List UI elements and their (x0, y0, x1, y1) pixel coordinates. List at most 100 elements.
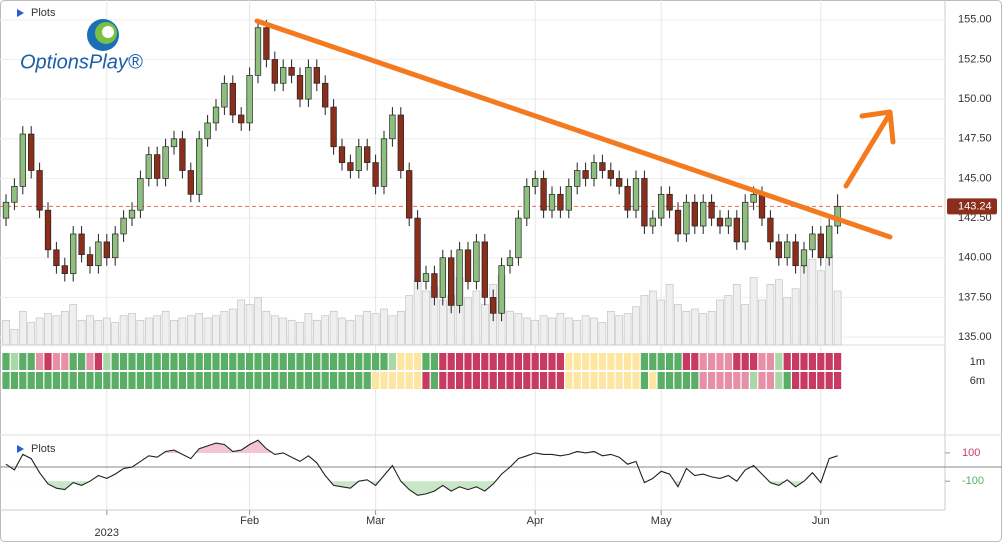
y-tick-label: 155.00 (958, 14, 992, 26)
candle-body (548, 193, 556, 211)
heatmap-cell (19, 353, 27, 370)
heatmap-cell (716, 353, 724, 370)
candle-body (481, 241, 488, 298)
heatmap-cell (506, 353, 514, 370)
candle-body (347, 162, 354, 171)
candle-body (666, 193, 673, 211)
candle-body (565, 186, 572, 211)
candle-body (313, 67, 320, 84)
volume-bar (245, 304, 254, 346)
heatmap-cell (447, 353, 455, 370)
volume-bar (833, 290, 842, 346)
candle-body (817, 233, 824, 259)
candle-body (775, 241, 782, 259)
candle-body (557, 193, 564, 211)
heatmap-cell (590, 372, 598, 389)
candle-body (800, 249, 808, 267)
logo-text: OptionsPlay® (20, 51, 143, 73)
volume-bar (648, 290, 657, 346)
candle-body (338, 146, 346, 163)
candle-body (700, 201, 707, 227)
panel-title[interactable]: Plots (31, 7, 56, 19)
candle-body (389, 114, 396, 140)
heatmap-cell (153, 372, 161, 389)
volume-bar (539, 315, 548, 346)
panel-toggle[interactable] (17, 445, 24, 453)
heatmap-cell (489, 372, 497, 389)
candle-body (28, 133, 35, 171)
candle-body (574, 170, 581, 187)
heatmap-cell (103, 372, 111, 389)
candle-body (826, 225, 833, 259)
heatmap-cell (506, 372, 514, 389)
heatmap-cell (330, 372, 338, 389)
heatmap-cell (540, 372, 548, 389)
heatmap-cell (825, 353, 833, 370)
heatmap-cell (430, 353, 438, 370)
panel-title[interactable]: Plots (31, 443, 56, 455)
heatmap-cell (808, 372, 816, 389)
heatmap-cell (531, 353, 539, 370)
volume-bar (396, 310, 405, 346)
volume-bar (102, 317, 111, 346)
heatmap-cell (346, 372, 354, 389)
heatmap-cell (111, 353, 119, 370)
candle-body (296, 74, 304, 100)
volume-bar (774, 279, 783, 346)
heatmap-cell (86, 372, 94, 389)
volume-bar (514, 313, 523, 346)
heatmap-cell (817, 372, 825, 389)
heatmap-cell (573, 372, 581, 389)
arrow-shaft (843, 112, 892, 189)
heatmap-cell (758, 353, 766, 370)
heatmap-cell (741, 372, 749, 389)
candle-body (36, 170, 43, 211)
candle-body (95, 241, 102, 267)
heatmap-cell (44, 372, 52, 389)
volume-bar (548, 317, 556, 346)
heatmap-cell (136, 372, 144, 389)
candle-body (86, 254, 94, 267)
heatmap-cell (153, 353, 161, 370)
volume-bar (598, 322, 607, 346)
heatmap-cell (220, 353, 228, 370)
heatmap-cell (27, 372, 35, 389)
heatmap-cell (565, 372, 573, 389)
candle-body (750, 193, 757, 203)
candle-body (674, 209, 682, 235)
volume-bar (816, 270, 825, 346)
candle-body (246, 74, 253, 124)
volume-bar (388, 315, 397, 346)
heatmap-cell (405, 372, 413, 389)
heatmap-cell (27, 353, 35, 370)
volume-bar (153, 315, 162, 346)
heatmap-cell (430, 372, 438, 389)
candle-body (120, 217, 127, 235)
candle-body (406, 170, 413, 219)
heatmap-cell (649, 353, 657, 370)
panel-toggle[interactable] (17, 9, 24, 17)
candle-body (19, 133, 26, 187)
heatmap-cell (212, 372, 220, 389)
heatmap-cell (716, 372, 724, 389)
last-price-tag (947, 198, 997, 215)
volume-bar (329, 310, 338, 346)
heatmap-cell (674, 353, 682, 370)
candle-body (632, 178, 640, 211)
volume-bar (472, 290, 481, 346)
volume-bar (438, 299, 447, 346)
heatmap-cell (355, 372, 363, 389)
heatmap-cell (229, 372, 237, 389)
volume-bar (94, 319, 103, 346)
volume-bar (665, 283, 674, 346)
heatmap-row-label: 6m (970, 375, 985, 387)
heatmap-cell (103, 353, 111, 370)
candle-body (498, 265, 505, 314)
candle-body (733, 217, 740, 243)
heatmap-cell (598, 353, 606, 370)
heatmap-cell (10, 353, 18, 370)
heatmap-cell (582, 353, 590, 370)
candle-body (716, 217, 724, 227)
candle-body (624, 186, 631, 211)
candle-body (742, 201, 749, 243)
